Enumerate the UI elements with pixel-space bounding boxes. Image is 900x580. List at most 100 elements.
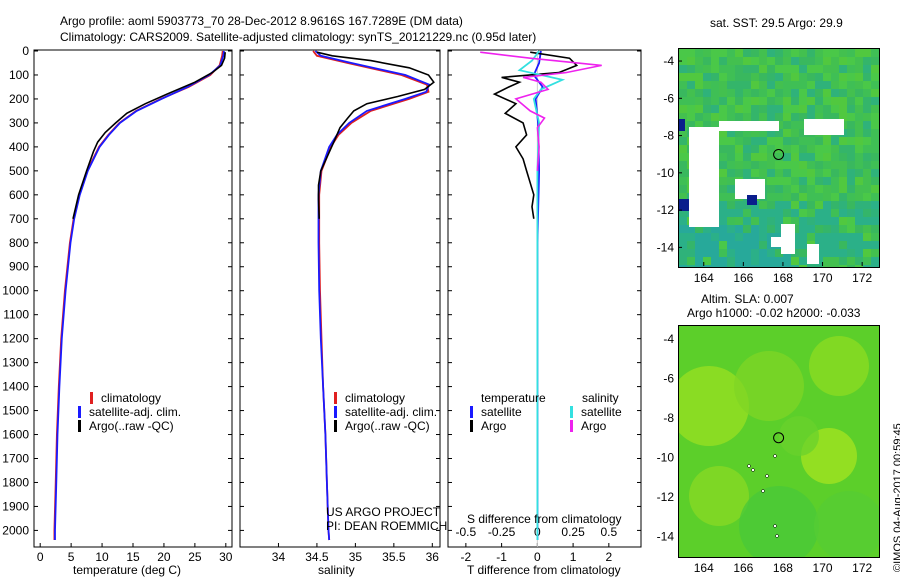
sst-cell	[863, 225, 871, 233]
sst-cell	[815, 105, 823, 113]
sst-cell	[839, 241, 847, 249]
sst-cell	[831, 161, 839, 169]
sst-cell	[679, 161, 687, 169]
sst-cell	[855, 169, 863, 177]
sst-cell	[815, 57, 823, 65]
sst-cell	[807, 193, 815, 201]
sst-cell	[855, 185, 863, 193]
x-tick-label: 36	[426, 550, 440, 564]
sst-cell	[847, 217, 855, 225]
sst-cell	[775, 201, 783, 209]
sst-cell	[855, 241, 863, 249]
sst-cell	[839, 265, 847, 267]
sst-cell	[679, 81, 687, 89]
sst-cell	[775, 193, 783, 201]
sst-cell	[807, 177, 815, 185]
sst-cell	[871, 249, 879, 257]
sst-cell	[695, 241, 703, 249]
sst-cell	[751, 89, 759, 97]
sst-cell	[735, 217, 743, 225]
sst-cell	[871, 265, 879, 267]
sst-cell	[855, 209, 863, 217]
sst-cell	[807, 137, 815, 145]
sst-cell	[751, 257, 759, 265]
sst-cell	[687, 89, 695, 97]
sst-cell	[799, 97, 807, 105]
sst-cell	[783, 265, 791, 267]
temperature-panel: 0100200300400500600700800900100011001200…	[2, 44, 233, 564]
sst-cell	[863, 113, 871, 121]
imos-stamp: ©IMOS 04-Aug-2017 00:59:45	[892, 423, 900, 572]
x-tick-label: 30	[219, 550, 233, 564]
sst-cell	[759, 145, 767, 153]
sst-cell	[807, 57, 815, 65]
sst-cell	[863, 121, 871, 129]
sst-cell	[831, 145, 839, 153]
sst-cell	[759, 169, 767, 177]
sst-cell	[695, 81, 703, 89]
island	[773, 524, 777, 528]
legend-climatology-1: climatology	[90, 391, 161, 405]
x-tick-label: 25	[188, 550, 202, 564]
sst-cell	[743, 209, 751, 217]
sla-blob	[814, 491, 879, 557]
sst-cell	[679, 177, 687, 185]
sst-cell	[839, 161, 847, 169]
sst-cell	[823, 145, 831, 153]
y-tick-label: 300	[9, 116, 29, 130]
sst-cell	[791, 89, 799, 97]
y-tick-label: 1000	[2, 284, 29, 298]
sst-cell	[863, 57, 871, 65]
sla-blob	[734, 351, 804, 421]
sst-cell	[775, 129, 783, 137]
sst-cell	[743, 97, 751, 105]
y-tick-label: 1800	[2, 475, 29, 489]
sst-cell	[799, 249, 807, 257]
sst-cell	[807, 153, 815, 161]
sst-cell	[831, 113, 839, 121]
sst-cell	[863, 65, 871, 73]
sst-cell	[775, 185, 783, 193]
sst-cell	[815, 65, 823, 73]
sst-cell	[839, 201, 847, 209]
sst-cell	[799, 57, 807, 65]
sst-cell	[847, 241, 855, 249]
sst-cell	[719, 57, 727, 65]
sst-cell	[767, 201, 775, 209]
sst-cell	[775, 257, 783, 265]
sst-cell	[711, 57, 719, 65]
sst-cell	[711, 73, 719, 81]
sst-cell	[823, 73, 831, 81]
sst-cell	[799, 209, 807, 217]
title-line-1: Argo profile: aoml 5903773_70 28-Dec-201…	[60, 14, 463, 28]
sst-cell	[719, 113, 727, 121]
cloud-patch	[697, 164, 707, 204]
sst-cell	[783, 153, 791, 161]
sst-cell	[759, 105, 767, 113]
sst-cell	[719, 65, 727, 73]
sst-cell	[871, 153, 879, 161]
sst-cell	[823, 241, 831, 249]
sst-cell	[799, 89, 807, 97]
sst-cell	[871, 257, 879, 265]
sst-cell	[735, 225, 743, 233]
sst-cell	[847, 137, 855, 145]
t-difference-axis-label: T difference from climatology	[467, 563, 621, 577]
sst-cell	[839, 177, 847, 185]
sst-cell	[823, 105, 831, 113]
sst-cell	[759, 65, 767, 73]
sst-cell	[855, 89, 863, 97]
sst-cell	[823, 49, 831, 57]
sst-cell	[799, 65, 807, 73]
legend-climatology-2: climatology	[334, 391, 405, 405]
sla-blob	[739, 486, 819, 557]
sst-cell	[727, 113, 735, 121]
sst-cell	[727, 257, 735, 265]
y-tick-label: 900	[9, 260, 29, 274]
y-tick-label: 1200	[2, 332, 29, 346]
sst-cell	[751, 81, 759, 89]
sst-cell	[783, 49, 791, 57]
sst-cell	[791, 145, 799, 153]
sst-cell	[759, 233, 767, 241]
sst-cell	[839, 65, 847, 73]
